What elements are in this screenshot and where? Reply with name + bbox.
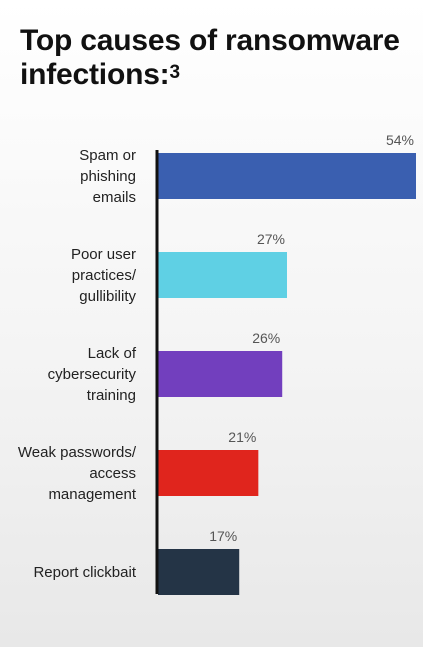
category-label-4-line-2: access: [89, 465, 136, 482]
category-label-3-line-2: cybersecurity: [48, 366, 137, 383]
value-label-4: 21%: [228, 429, 256, 445]
category-label-3-line-3: training: [87, 387, 136, 404]
bar-5: [158, 549, 240, 595]
category-label-3: Lack of cybersecurity training: [48, 345, 137, 404]
category-label-2: Poor user practices/gullibility: [71, 246, 137, 305]
category-label-1: Spam or phishing emails: [79, 147, 136, 206]
category-label-2-line-3: gullibility: [79, 288, 136, 305]
title-footnote-marker: 3: [169, 62, 180, 83]
bar-3: [158, 351, 283, 397]
chart-title-text: Top causes of ransomware infections:: [20, 24, 400, 91]
category-label-2-line-1: Poor user: [71, 246, 136, 263]
chart-title: Top causes of ransomware infections:3: [20, 24, 410, 92]
value-label-3: 26%: [252, 330, 280, 346]
category-label-3-line-1: Lack of: [88, 345, 137, 362]
bar-2: [158, 252, 287, 298]
bar-4: [158, 450, 259, 496]
category-label-5: Report clickbait: [33, 564, 136, 581]
value-label-1: 54%: [386, 132, 414, 148]
value-label-2: 27%: [257, 231, 285, 247]
value-label-5: 17%: [209, 528, 237, 544]
category-label-1-line-1: Spam or: [79, 147, 136, 164]
category-label-5-line-1: Report clickbait: [33, 564, 136, 581]
category-label-2-line-2: practices/: [72, 267, 137, 284]
category-label-1-line-3: emails: [93, 189, 136, 206]
category-label-4-line-3: management: [48, 486, 136, 503]
bar-1: [158, 153, 416, 199]
category-label-4: Weak passwords/access management: [18, 444, 137, 503]
category-label-4-line-1: Weak passwords/: [18, 444, 137, 461]
category-label-1-line-2: phishing: [80, 168, 136, 185]
